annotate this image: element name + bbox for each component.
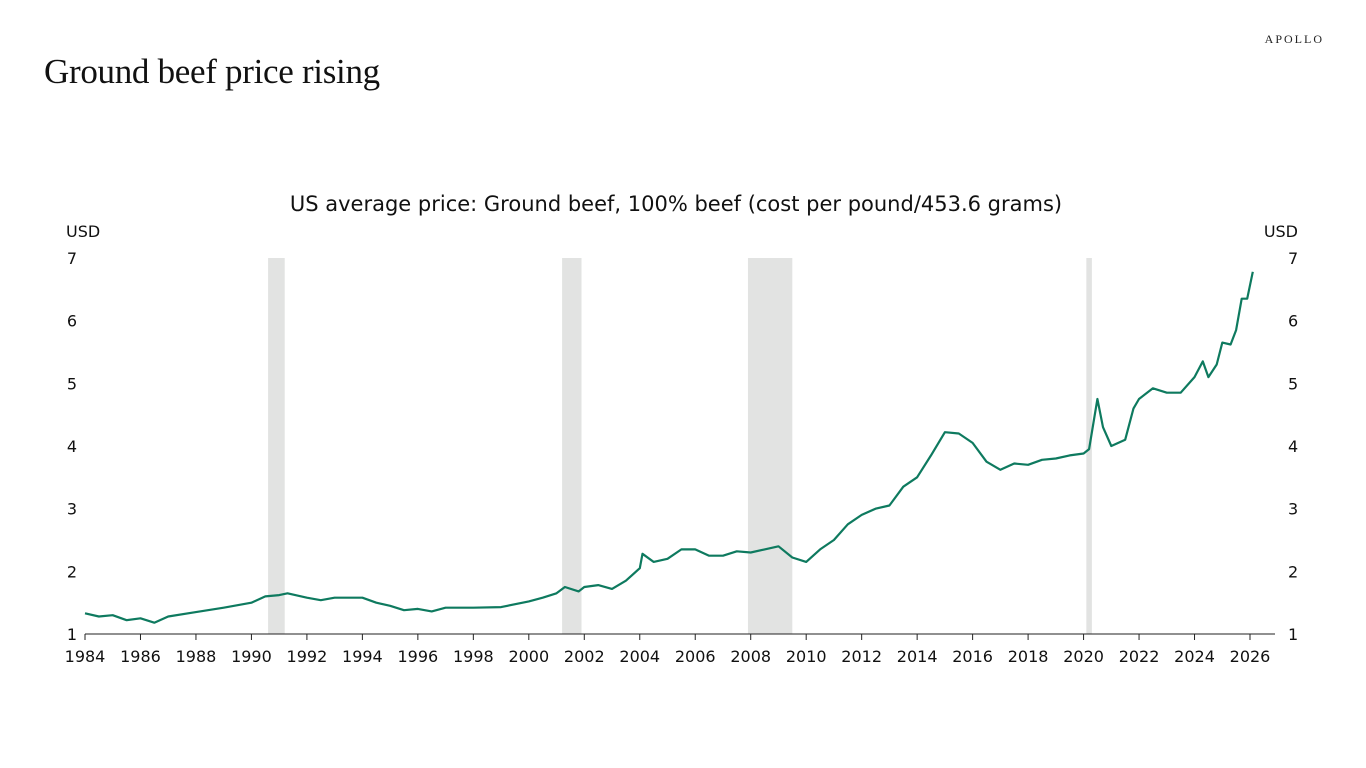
page-title: Ground beef price rising	[44, 52, 380, 91]
y-tick-label-right: 5	[1288, 374, 1298, 393]
y-tick-label-left: 3	[67, 500, 77, 519]
y-tick-label-left: 7	[67, 249, 77, 268]
x-tick-label: 2020	[1063, 647, 1104, 666]
x-tick-label: 2008	[730, 647, 771, 666]
x-tick-label: 2018	[1008, 647, 1049, 666]
y-tick-label-right: 7	[1288, 249, 1298, 268]
y-tick-label-right: 3	[1288, 500, 1298, 519]
x-tick-label: 1990	[231, 647, 272, 666]
recession-band	[268, 258, 285, 634]
x-tick-label: 2004	[619, 647, 660, 666]
x-tick-label: 1996	[397, 647, 438, 666]
chart-title: US average price: Ground beef, 100% beef…	[290, 192, 1062, 216]
x-tick-label: 2006	[675, 647, 716, 666]
apollo-logo: APOLLO	[1264, 32, 1324, 46]
x-tick-label: 2022	[1119, 647, 1160, 666]
x-tick-label: 2012	[841, 647, 882, 666]
x-tick-label: 1986	[120, 647, 161, 666]
x-tick-label: 2014	[897, 647, 938, 666]
y-axis-label-left: USD	[66, 222, 100, 241]
x-tick-label: 2010	[786, 647, 827, 666]
y-tick-label-left: 2	[67, 562, 77, 581]
y-tick-label-left: 1	[67, 625, 77, 644]
y-tick-label-right: 2	[1288, 562, 1298, 581]
x-tick-label: 1988	[176, 647, 217, 666]
x-tick-label: 2024	[1174, 647, 1215, 666]
x-tick-label: 1992	[287, 647, 328, 666]
price-line	[84, 271, 1254, 624]
x-tick-label: 1984	[65, 647, 106, 666]
x-tick-label: 1998	[453, 647, 494, 666]
y-tick-label-right: 6	[1288, 312, 1298, 331]
x-tick-label: 1994	[342, 647, 383, 666]
y-tick-label-left: 4	[67, 437, 77, 456]
x-tick-label: 2026	[1230, 647, 1271, 666]
recession-band	[747, 258, 793, 634]
x-tick-label: 2016	[952, 647, 993, 666]
y-tick-label-left: 6	[67, 312, 77, 331]
y-tick-label-right: 1	[1288, 625, 1298, 644]
y-tick-label-right: 4	[1288, 437, 1298, 456]
recession-band	[562, 258, 582, 634]
y-axis-label-right: USD	[1264, 222, 1298, 241]
y-tick-label-left: 5	[67, 374, 77, 393]
x-tick-label: 2002	[564, 647, 605, 666]
x-tick-label: 2000	[508, 647, 549, 666]
